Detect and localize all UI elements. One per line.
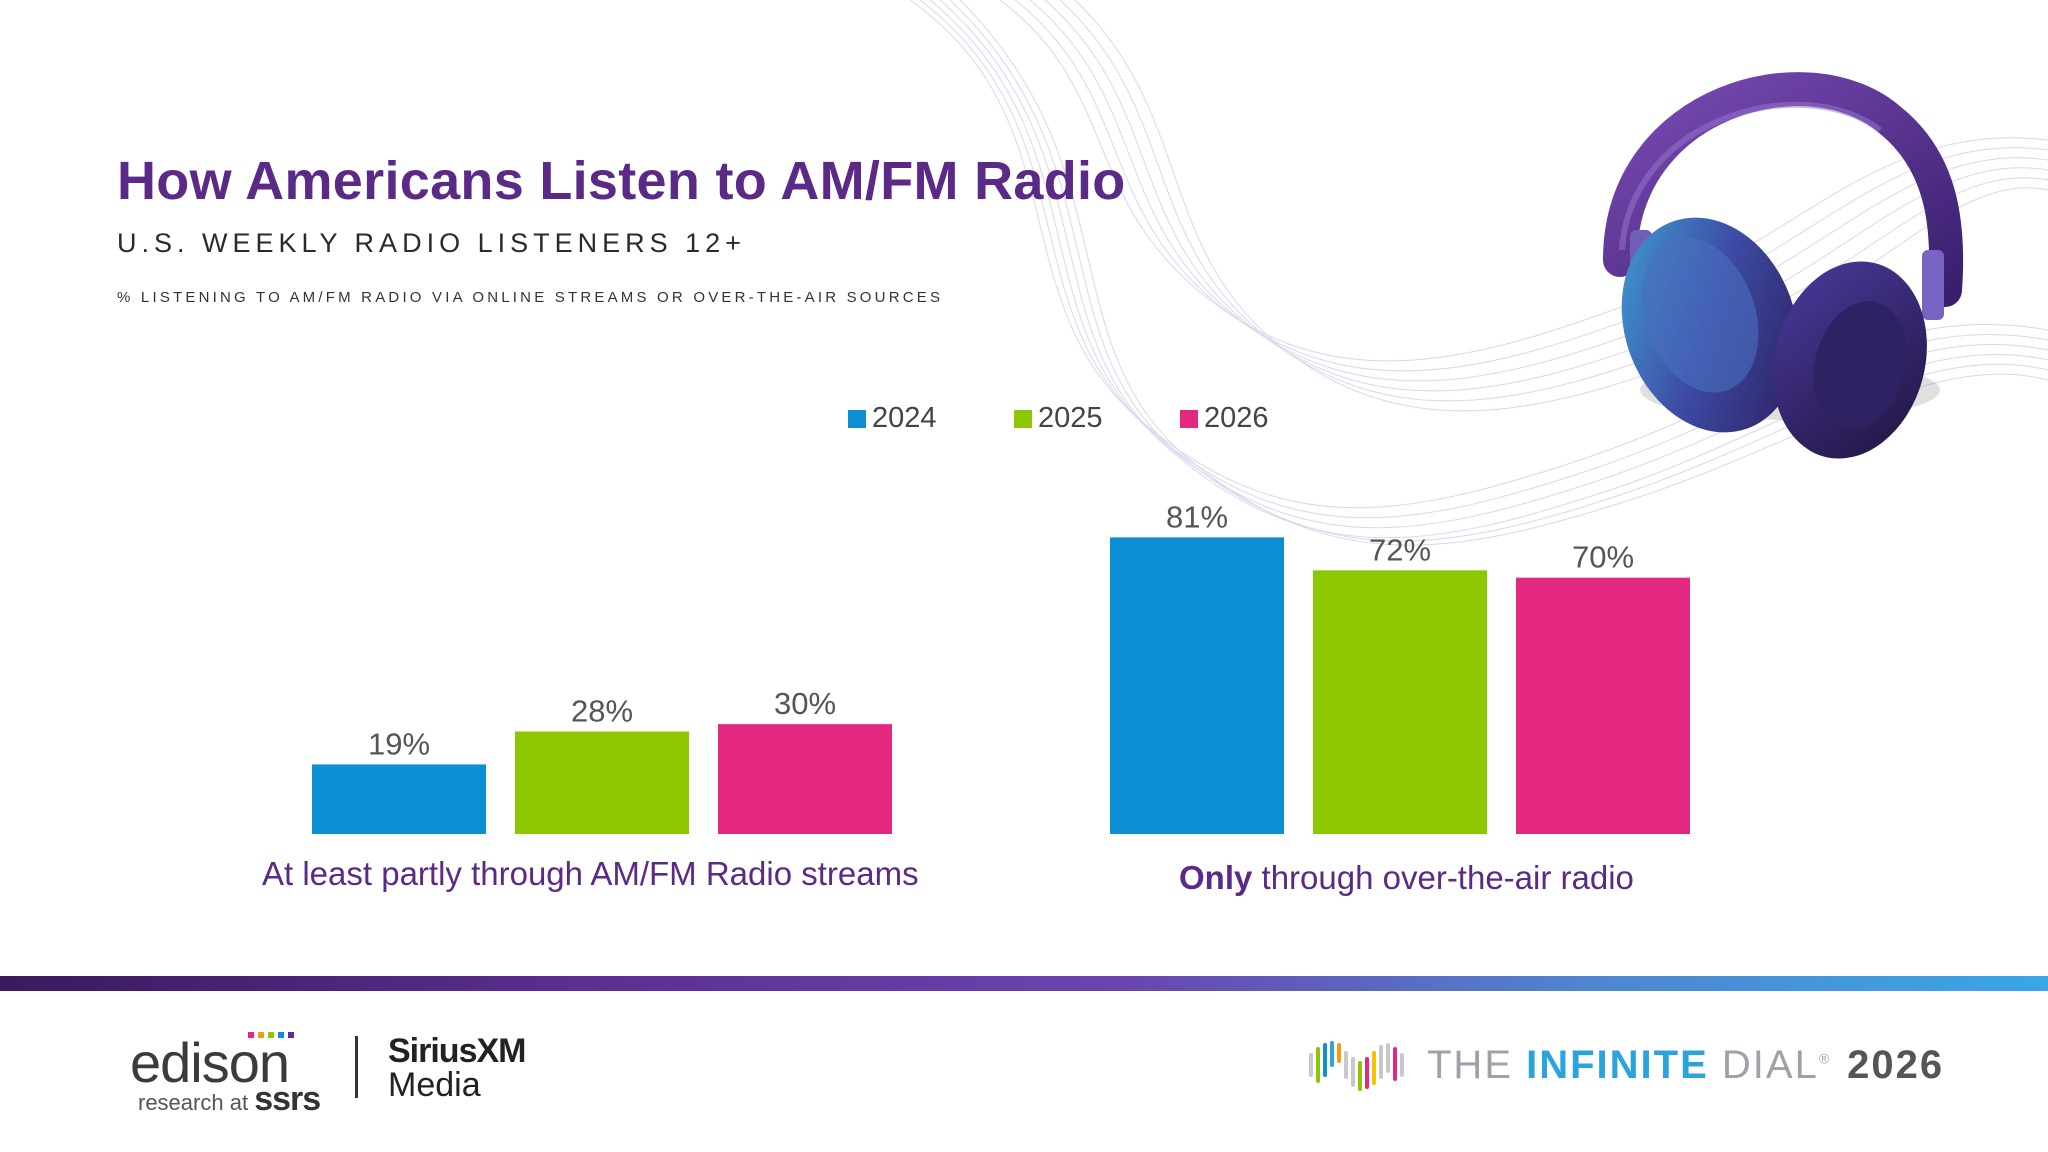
edison-sub-text: research at	[138, 1090, 249, 1115]
bar-2025-group-0	[515, 731, 689, 834]
dial-year-text: 2026	[1847, 1042, 1945, 1087]
bar-2024-group-0	[312, 764, 486, 834]
chart-title: How Americans Listen to AM/FM Radio	[117, 151, 1126, 211]
headphones-illustration	[1603, 72, 1964, 459]
siriusxm-media-logo: SiriusXM Media	[388, 1032, 526, 1104]
data-label-2025-group-1: 72%	[1369, 532, 1431, 567]
category-label-streams-text: At least partly through AM/FM Radio stre…	[262, 855, 919, 892]
infinite-dial-wordmark: THE INFINITE DIAL® 2026	[1427, 1043, 1944, 1088]
category-label-streams: At least partly through AM/FM Radio stre…	[262, 855, 919, 893]
legend-swatch-2026	[1180, 409, 1198, 428]
data-label-2024-group-0: 19%	[368, 726, 430, 761]
category-label-over-the-air-bold: Only	[1179, 859, 1253, 896]
legend-item-2026: 2026	[1180, 402, 1346, 435]
legend-label-2026: 2026	[1204, 402, 1269, 434]
chart-note: % LISTENING TO AM/FM RADIO VIA ONLINE ST…	[117, 289, 944, 306]
bar-2024-group-1	[1110, 537, 1284, 834]
logo-divider	[355, 1036, 358, 1098]
legend-label-2025: 2025	[1038, 402, 1103, 434]
legend-item-2025: 2025	[1014, 402, 1180, 435]
bar-2026-group-0	[718, 724, 892, 834]
data-label-2026-group-0: 30%	[774, 686, 836, 721]
dial-the-text: THE	[1427, 1042, 1527, 1087]
edison-subtext: research at ssrs	[138, 1080, 321, 1119]
footer-gradient-band	[0, 976, 2048, 991]
data-label-2024-group-1: 81%	[1166, 499, 1228, 534]
media-wordmark: Media	[388, 1066, 481, 1104]
infinite-dial-icon	[1309, 1041, 1404, 1091]
dial-infinite-text: INFINITE	[1526, 1042, 1709, 1087]
infinite-dial-logo: THE INFINITE DIAL® 2026	[1305, 1035, 1944, 1095]
bar-2026-group-1	[1516, 577, 1690, 834]
dial-dial-text: DIAL	[1708, 1042, 1819, 1087]
chart-subtitle: U.S. WEEKLY RADIO LISTENERS 12+	[117, 228, 746, 258]
legend-swatch-2024	[848, 409, 866, 428]
legend-item-2024: 2024	[848, 402, 1014, 435]
edison-dots-icon	[248, 1032, 294, 1038]
siriusxm-wordmark: SiriusXM	[388, 1032, 526, 1070]
edison-wordmark: edison	[130, 1031, 290, 1094]
category-label-over-the-air: Only through over-the-air radio	[1179, 859, 1634, 897]
ssrs-wordmark: ssrs	[254, 1080, 321, 1118]
data-label-2025-group-0: 28%	[571, 693, 633, 728]
category-label-over-the-air-text: through over-the-air radio	[1252, 859, 1634, 896]
chart-legend: 2024 2025 2026	[848, 402, 1346, 435]
decorative-wave-lines	[909, 0, 2048, 546]
bar-2025-group-1	[1313, 570, 1487, 834]
legend-label-2024: 2024	[872, 402, 937, 434]
legend-swatch-2025	[1014, 409, 1032, 428]
registered-mark: ®	[1818, 1050, 1832, 1067]
data-label-2026-group-1: 70%	[1572, 540, 1634, 575]
